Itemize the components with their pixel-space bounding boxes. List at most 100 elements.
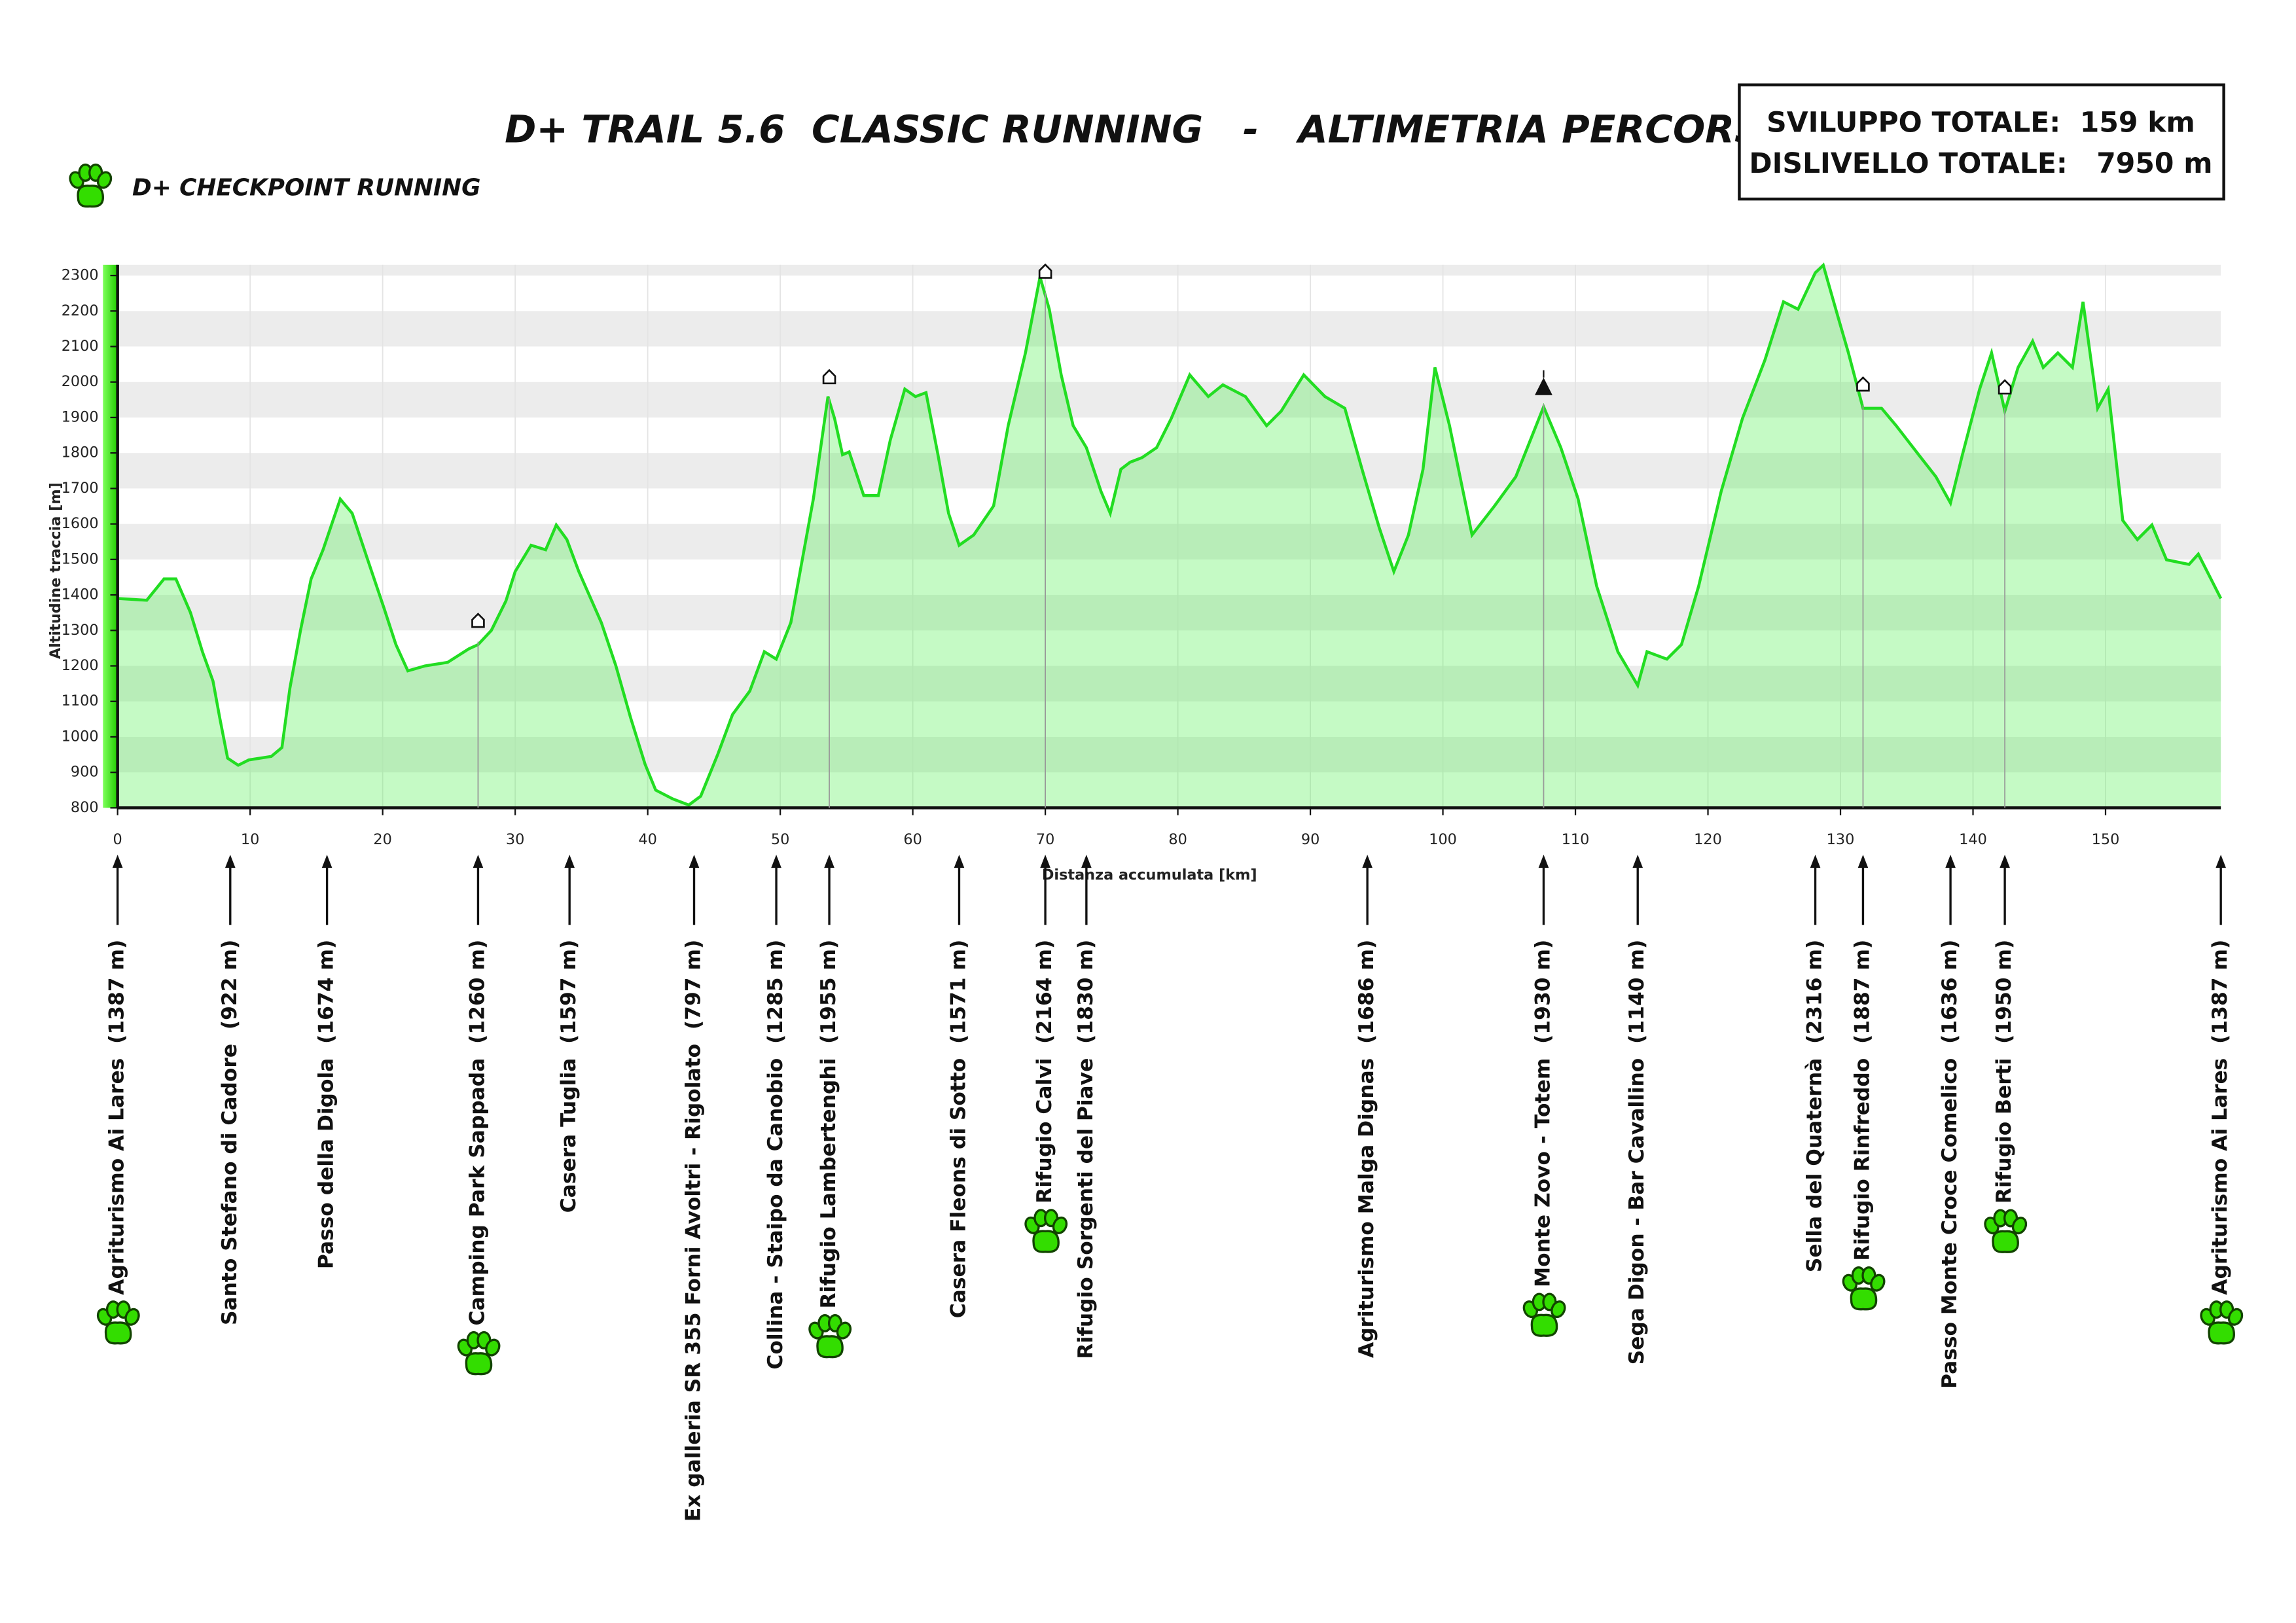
checkpoint-icon xyxy=(454,1330,503,1376)
checkpoint-icon xyxy=(1022,1209,1070,1253)
waypoint-arrowhead xyxy=(1362,854,1372,868)
y-tick-label: 1300 xyxy=(62,622,99,639)
x-tick-label: 0 xyxy=(113,831,122,848)
hut-icon xyxy=(1038,263,1052,279)
grid-band xyxy=(117,666,2221,702)
waypoint-arrowhead xyxy=(224,854,236,868)
x-tick-label: 60 xyxy=(903,831,922,848)
y-tick-label: 1200 xyxy=(62,657,99,674)
y-tick-label: 1900 xyxy=(62,408,99,425)
waypoint-label: Collina - Staipo da Canobio (1285 m) xyxy=(764,940,787,1370)
checkpoint-icon xyxy=(1839,1266,1888,1311)
totem-icon xyxy=(1535,377,1552,395)
waypoint-arrowhead xyxy=(1632,854,1643,868)
y-tick-label: 2300 xyxy=(62,267,99,284)
grid-band xyxy=(117,264,2221,276)
waypoint-label: Camping Park Sappada (1260 m) xyxy=(465,940,489,1326)
y-axis-label: Altitudine traccia [m] xyxy=(47,482,64,659)
y-tick-label: 1700 xyxy=(62,480,99,497)
x-tick-label: 40 xyxy=(638,831,656,848)
x-tick-label: 30 xyxy=(506,831,524,848)
y-axis-bar xyxy=(103,264,118,808)
x-tick-label: 140 xyxy=(1959,831,1987,848)
waypoint-arrowhead xyxy=(1081,854,1092,868)
waypoint-label: Rifugio Rinfreddo (1887 m) xyxy=(1850,940,1874,1261)
y-tick-label: 2200 xyxy=(62,302,99,319)
x-tick-label: 10 xyxy=(241,831,259,848)
x-tick-label: 20 xyxy=(373,831,391,848)
waypoint-arrowhead xyxy=(1810,854,1821,868)
grid-band xyxy=(117,311,2221,347)
checkpoint-icon xyxy=(1520,1293,1569,1337)
waypoint-label: Agriturismo Ai Lares (1387 m) xyxy=(2208,940,2232,1295)
checkpoint-icon xyxy=(806,1313,854,1359)
waypoint-arrowhead xyxy=(954,854,965,868)
waypoint-arrowhead xyxy=(564,854,575,868)
hut-icon xyxy=(471,613,485,628)
legend-icon xyxy=(66,163,115,208)
waypoint-label: Rifugio Lambertenghi (1955 m) xyxy=(817,940,840,1309)
waypoint-arrowhead xyxy=(321,854,332,868)
y-tick-label: 1600 xyxy=(62,515,99,532)
checkpoint-icon xyxy=(2197,1300,2246,1345)
x-tick-label: 120 xyxy=(1694,831,1722,848)
waypoint-arrowhead xyxy=(1538,854,1549,868)
waypoint-label: Agriturismo Ai Lares (1387 m) xyxy=(105,940,129,1295)
y-tick-label: 2100 xyxy=(62,338,99,355)
waypoint-arrowhead xyxy=(1945,854,1956,868)
grid-band xyxy=(117,595,2221,631)
waypoint-label: Casera Tuglia (1597 m) xyxy=(557,940,581,1213)
waypoint-label: Agriturismo Malga Dignas (1686 m) xyxy=(1355,940,1378,1358)
info-box xyxy=(1738,83,2225,201)
y-tick-label: 800 xyxy=(71,799,99,816)
waypoint-label: Sega Digon - Bar Cavallino (1140 m) xyxy=(1625,940,1649,1365)
waypoint-arrowhead xyxy=(473,854,484,868)
waypoint-arrowhead xyxy=(689,854,700,868)
grid-band xyxy=(117,736,2221,773)
waypoint-label: Passo della Digola (1674 m) xyxy=(315,940,338,1269)
y-tick-label: 1500 xyxy=(62,550,99,567)
y-tick-label: 1100 xyxy=(62,692,99,709)
waypoint-arrowhead xyxy=(2215,854,2226,868)
waypoint-label: Passo Monte Croce Comelico (1636 m) xyxy=(1938,940,1962,1389)
waypoint-arrowhead xyxy=(1857,854,1869,868)
x-tick-label: 130 xyxy=(1827,831,1855,848)
y-tick-label: 1400 xyxy=(62,586,99,603)
waypoint-label: Monte Zovo - Totem (1930 m) xyxy=(1531,940,1554,1287)
y-tick-label: 2000 xyxy=(62,373,99,390)
waypoint-label: Casera Fleons di Sotto (1571 m) xyxy=(946,940,970,1319)
hut-icon xyxy=(822,368,836,385)
checkpoint-icon xyxy=(1981,1209,2030,1253)
x-tick-label: 90 xyxy=(1301,831,1319,848)
waypoint-label: Rifugio Berti (1950 m) xyxy=(1992,940,2016,1204)
x-tick-label: 110 xyxy=(1562,831,1590,848)
area-fill xyxy=(117,265,2221,808)
x-tick-label: 70 xyxy=(1036,831,1054,848)
waypoint-label: Ex galleria SR 355 Forni Avoltri - Rigol… xyxy=(682,940,706,1522)
waypoint-label: Rifugio Sorgenti del Piave (1830 m) xyxy=(1074,940,1098,1359)
waypoint-arrowhead xyxy=(112,854,123,868)
profile-line xyxy=(117,262,2223,807)
waypoint-arrowhead xyxy=(824,854,834,868)
waypoint-arrowhead xyxy=(771,854,781,868)
info-gain: DISLIVELLO TOTALE: 7950 m xyxy=(1749,148,2212,180)
x-tick-label: 150 xyxy=(2092,831,2120,848)
waypoint-arrowhead xyxy=(2000,854,2010,868)
chart-title: D+ TRAIL 5.6 CLASSIC RUNNING - ALTIMETRI… xyxy=(505,107,1794,151)
hut-icon xyxy=(1856,376,1870,392)
waypoint-label: Santo Stefano di Cadore (922 m) xyxy=(218,940,242,1325)
grid-band xyxy=(117,524,2221,560)
x-tick-label: 80 xyxy=(1168,831,1187,848)
grid-band xyxy=(117,453,2221,489)
plot-area: 8009001000110012001300140015001600170018… xyxy=(47,262,2223,883)
x-tick-label: 50 xyxy=(771,831,789,848)
waypoint-arrowhead xyxy=(1040,854,1050,868)
y-tick-label: 1800 xyxy=(62,444,99,461)
x-tick-label: 100 xyxy=(1429,831,1457,848)
hut-icon xyxy=(1998,379,2012,395)
x-axis-label: Distanza accumulata [km] xyxy=(1042,866,1257,883)
waypoint-label: Sella del Quaternà (2316 m) xyxy=(1803,940,1827,1273)
checkpoint-icon xyxy=(94,1300,143,1345)
waypoint-label: Rifugio Calvi (2164 m) xyxy=(1033,940,1056,1204)
